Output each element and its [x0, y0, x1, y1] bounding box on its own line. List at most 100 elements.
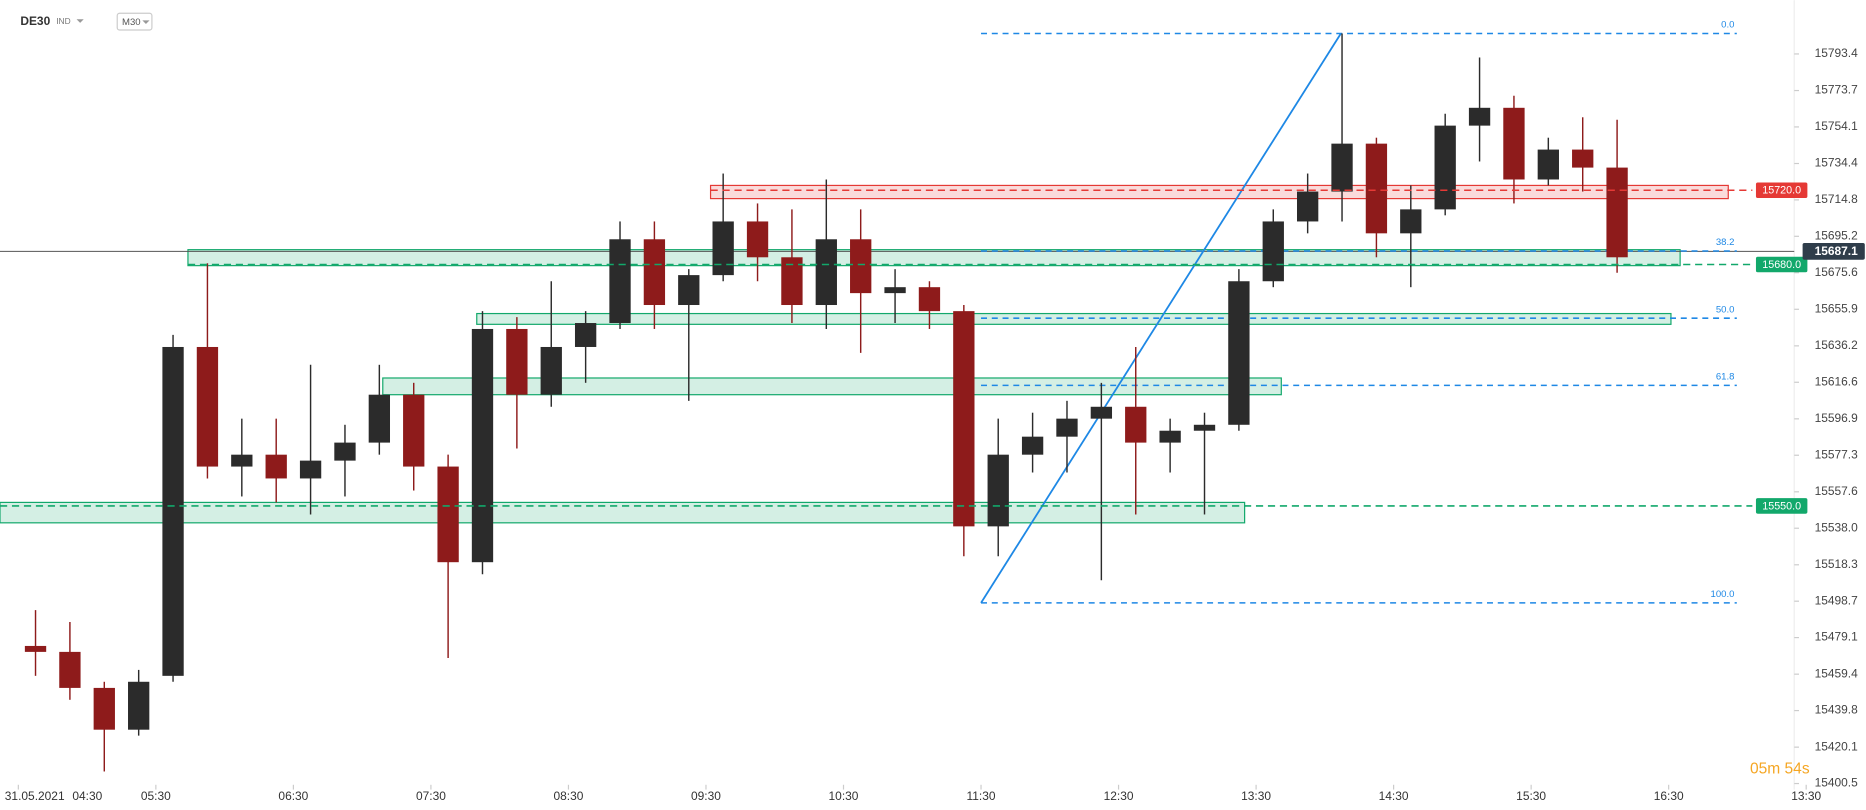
candle-body [299, 460, 322, 479]
candle-body [196, 346, 219, 467]
market: IND [56, 16, 70, 26]
candle-body [1400, 209, 1422, 234]
candle-body [24, 645, 47, 652]
x-tick-label: 14:30 [1379, 789, 1409, 803]
level-label-box [1755, 182, 1808, 199]
x-tick-label: 11:30 [967, 789, 996, 803]
y-tick-label: 15420.1 [1815, 739, 1859, 753]
candle-body [1159, 430, 1181, 443]
y-tick-label: 15479.1 [1815, 630, 1859, 644]
candle-body [1021, 436, 1044, 455]
candle-body [815, 239, 837, 306]
fib-label: 0.0 [1721, 20, 1734, 31]
fib-trendline [980, 33, 1342, 604]
candle-body [265, 454, 287, 479]
y-tick-label: 15518.3 [1815, 557, 1859, 571]
y-tick-label: 15616.6 [1815, 374, 1859, 388]
timeframe-box[interactable] [116, 12, 153, 31]
fib-label: 100.0 [1711, 589, 1735, 600]
x-tick-label: 13:30 [1791, 789, 1821, 803]
candle-body [93, 687, 115, 730]
level-label-box [1755, 256, 1808, 273]
current-price-label: 15687.1 [1815, 244, 1859, 258]
candle-body [1228, 281, 1250, 425]
candle-body [403, 394, 425, 467]
candle-body [1262, 221, 1284, 282]
candle-body [128, 681, 150, 730]
y-tick-label: 15459.4 [1815, 666, 1859, 680]
x-tick-label: 16:30 [1654, 789, 1684, 803]
dropdown-caret[interactable] [76, 19, 84, 23]
x-tick-label: 10:30 [829, 789, 859, 803]
candle-body [712, 221, 734, 276]
date-label: 31.05.2021 [5, 789, 65, 803]
timeframe[interactable]: M30 [122, 17, 141, 28]
y-tick-label: 15538.0 [1815, 520, 1859, 534]
fib-label: 50.0 [1716, 304, 1735, 315]
candle-body [1331, 143, 1353, 192]
level-label: 15720.0 [1762, 185, 1801, 197]
candle-body [781, 257, 803, 306]
candle-body [1090, 406, 1113, 419]
candle-body [678, 275, 700, 306]
candle-body [1572, 149, 1594, 168]
candle-body [1606, 167, 1628, 258]
y-tick-label: 15439.8 [1815, 703, 1859, 717]
y-tick-label: 15754.1 [1815, 119, 1859, 133]
current-price-box [1802, 242, 1865, 260]
x-tick-label: 13:30 [1241, 789, 1271, 803]
candle-body [368, 394, 391, 443]
x-tick-label: 09:30 [691, 789, 721, 803]
y-tick-label: 15498.7 [1815, 593, 1859, 607]
y-tick-label: 15596.9 [1815, 411, 1859, 425]
candle-body [540, 346, 562, 395]
candle-body [1434, 125, 1456, 210]
timeframe-caret [142, 20, 150, 25]
y-tick-label: 15714.8 [1815, 192, 1859, 206]
candle-body [1365, 143, 1388, 234]
y-tick-label: 15793.4 [1815, 46, 1859, 60]
y-tick-label: 15400.5 [1815, 776, 1859, 790]
candle-body [987, 454, 1009, 527]
x-tick-label: 07:30 [416, 789, 446, 803]
y-tick-label: 15773.7 [1815, 83, 1859, 97]
candle-body [1503, 107, 1525, 180]
zone [382, 377, 1282, 396]
candle-body [1125, 406, 1147, 443]
candle-body [574, 323, 597, 347]
fib-label: 61.8 [1716, 372, 1735, 383]
candle-body [1056, 418, 1078, 437]
candle-body [437, 466, 459, 563]
y-tick-label: 15557.6 [1815, 484, 1859, 498]
candle-body [1193, 424, 1216, 431]
y-tick-label: 15655.9 [1815, 301, 1859, 315]
x-tick-label: 12:30 [1104, 789, 1134, 803]
level-label: 15680.0 [1762, 259, 1801, 271]
candle-body [746, 221, 769, 258]
y-tick-label: 15695.2 [1815, 228, 1859, 242]
candle-body [471, 328, 494, 563]
candle-body [231, 454, 253, 467]
x-tick-label: 04:30 [72, 789, 102, 803]
x-tick-label: 08:30 [553, 789, 583, 803]
zone [709, 184, 1729, 200]
candle-body [1468, 107, 1491, 126]
countdown: 05m 54s [1750, 760, 1810, 777]
candle-body [1537, 149, 1559, 180]
level-label-box [1755, 498, 1808, 514]
candle-body [884, 287, 906, 294]
candle-body [643, 239, 666, 306]
x-tick-label: 05:30 [141, 789, 171, 803]
candle-body [506, 328, 528, 395]
y-tick-label: 15675.6 [1815, 265, 1859, 279]
symbol[interactable]: DE30 [20, 14, 50, 28]
candle-body [918, 287, 941, 312]
candle-body [953, 311, 975, 527]
candle-body [1296, 191, 1319, 222]
x-tick-label: 15:30 [1516, 789, 1546, 803]
candle-body [850, 239, 872, 294]
candle-body [609, 239, 631, 324]
y-tick-label: 15577.3 [1815, 447, 1859, 461]
